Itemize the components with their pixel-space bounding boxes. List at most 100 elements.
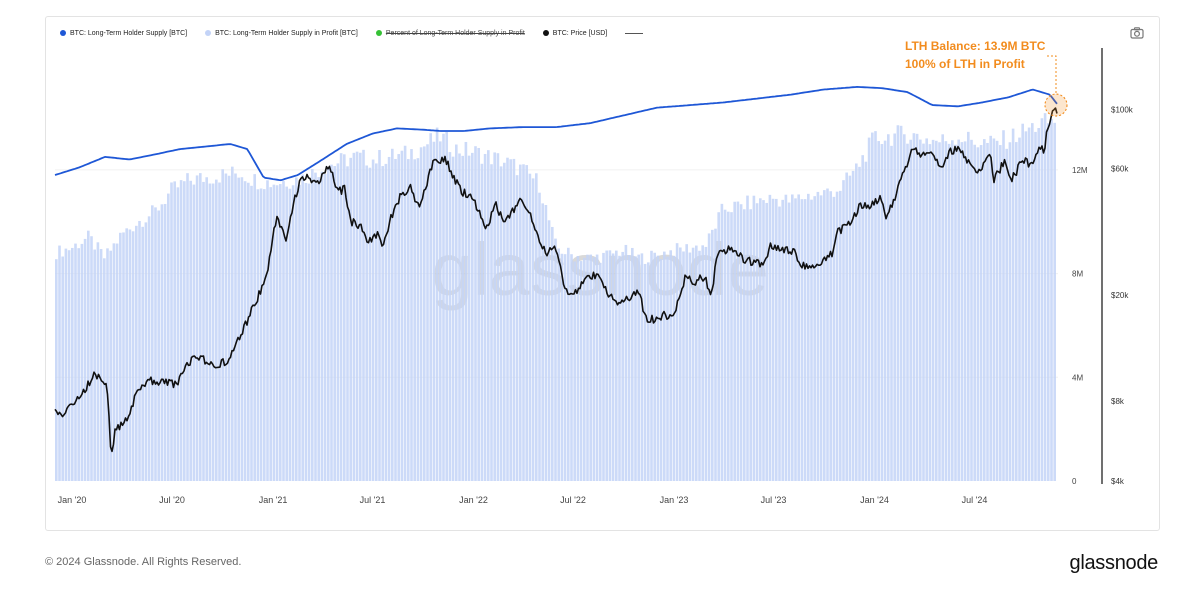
profit-bar <box>944 141 948 481</box>
profit-bar <box>391 148 394 481</box>
x-tick-label: Jan '20 <box>58 495 87 505</box>
profit-bar <box>826 188 829 481</box>
profit-bar <box>490 164 493 481</box>
profit-bar <box>650 250 653 481</box>
profit-bar <box>605 250 608 481</box>
profit-bar <box>983 139 986 481</box>
profit-bar <box>749 209 752 482</box>
profit-bar <box>871 132 874 481</box>
profit-bar <box>211 183 215 481</box>
profit-bar <box>151 205 154 481</box>
profit-bar <box>256 189 260 481</box>
profit-bar <box>227 175 231 481</box>
profit-bar <box>547 220 551 481</box>
legend-item-extra[interactable] <box>625 32 644 34</box>
profit-bar <box>951 140 954 481</box>
x-tick-label: Jul '20 <box>159 495 185 505</box>
profit-bar <box>445 131 448 481</box>
profit-bar <box>1024 131 1028 481</box>
profit-bar <box>183 181 186 481</box>
profit-bar <box>349 157 352 481</box>
profit-bar <box>109 250 112 481</box>
profit-bar <box>653 252 656 481</box>
profit-bar <box>106 248 109 481</box>
camera-icon[interactable] <box>1129 25 1145 41</box>
legend-swatch-percent-in-profit <box>375 30 382 36</box>
profit-bar <box>925 138 928 481</box>
profit-bar <box>74 243 77 481</box>
profit-bar <box>1002 130 1005 482</box>
series-lth-supply-in-profit <box>55 113 1056 482</box>
profit-bar <box>368 167 372 481</box>
profit-bar <box>698 250 701 481</box>
x-tick-label: Jan '24 <box>860 495 889 505</box>
profit-bar <box>743 209 746 481</box>
profit-bar <box>381 166 384 482</box>
profit-bar <box>487 150 490 481</box>
profit-bar <box>1021 123 1024 482</box>
profit-bar <box>989 135 992 481</box>
profit-bar <box>1011 128 1015 482</box>
left-axis-tick-label: 0 <box>1072 477 1077 486</box>
right-axis-tick-label: $4k <box>1111 477 1125 486</box>
profit-bar <box>807 193 810 481</box>
legend-item-lth-supply[interactable]: BTC: Long-Term Holder Supply [BTC] <box>60 30 187 37</box>
profit-bar <box>304 182 308 481</box>
profit-bar <box>218 182 221 481</box>
profit-bar <box>378 150 381 481</box>
profit-bar <box>298 184 301 481</box>
profit-bar <box>733 201 736 481</box>
profit-bar <box>845 172 848 481</box>
profit-bar <box>199 173 202 481</box>
profit-bar <box>448 152 452 481</box>
legend-swatch-lth-supply <box>60 30 66 36</box>
profit-bar <box>330 164 333 481</box>
profit-bar <box>739 204 743 481</box>
profit-bar <box>883 140 887 481</box>
profit-bar <box>512 158 516 481</box>
legend-item-lth-supply-in-profit[interactable]: BTC: Long-Term Holder Supply in Profit [… <box>205 30 358 37</box>
profit-bar <box>234 173 237 481</box>
profit-bar <box>848 175 852 482</box>
profit-bar <box>915 133 919 481</box>
x-tick-label: Jul '22 <box>560 495 586 505</box>
profit-bar <box>202 181 205 481</box>
profit-bar <box>167 193 170 481</box>
profit-bar <box>99 249 103 481</box>
profit-bar <box>455 144 458 481</box>
copyright-text: © 2024 Glassnode. All Rights Reserved. <box>45 556 242 568</box>
profit-bar <box>461 155 464 481</box>
profit-bar <box>311 168 314 482</box>
profit-bar <box>413 159 416 482</box>
profit-bar <box>986 142 989 481</box>
profit-bar <box>576 256 580 481</box>
profit-bar <box>679 247 682 481</box>
profit-bar <box>279 184 282 482</box>
profit-bar <box>192 184 196 481</box>
x-tick-label: Jan '21 <box>259 495 288 505</box>
profit-bar <box>371 159 375 482</box>
profit-bar <box>701 245 704 481</box>
profit-bar <box>480 163 484 481</box>
legend-label-percent-in-profit: Percent of Long-Term Holder Supply in Pr… <box>385 29 525 37</box>
profit-bar <box>967 131 970 481</box>
profit-bar <box>995 140 999 481</box>
profit-bar <box>906 143 909 481</box>
profit-bar <box>435 127 439 481</box>
profit-bar <box>794 198 797 482</box>
profit-bar <box>307 183 311 482</box>
profit-bar <box>839 190 842 481</box>
legend-item-price[interactable]: BTC: Price [USD] <box>542 30 607 37</box>
profit-bar <box>567 247 570 481</box>
series-lth-supply-line <box>54 86 1058 182</box>
profit-bar <box>352 152 356 481</box>
profit-bar <box>781 199 784 481</box>
profit-bar <box>80 243 84 481</box>
profit-bar <box>323 174 327 481</box>
profit-bar <box>810 199 813 482</box>
profit-bar <box>343 154 346 481</box>
x-tick-label: Jul '21 <box>360 495 386 505</box>
profit-bar <box>439 141 442 481</box>
legend-item-percent-in-profit[interactable]: Percent of Long-Term Holder Supply in Pr… <box>375 29 525 37</box>
annotation-text: LTH Balance: 13.9M BTC <box>905 39 1046 53</box>
